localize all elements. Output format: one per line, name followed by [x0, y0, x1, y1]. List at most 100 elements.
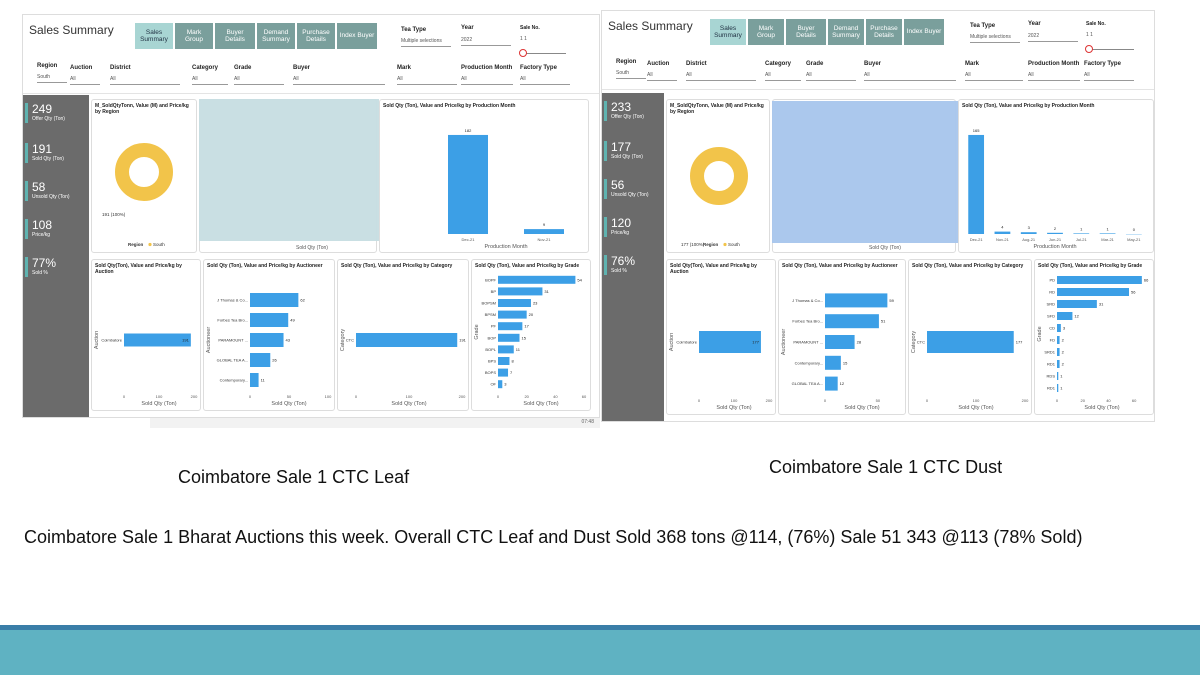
- bar-bopf-0: [498, 275, 576, 284]
- x-axis-label: Production Month: [484, 244, 527, 250]
- filter-factory-type[interactable]: Factory Type All: [1084, 61, 1134, 81]
- data-label-pd: 66: [1144, 278, 1149, 283]
- slider-handle[interactable]: [519, 49, 527, 57]
- category-label-srd1: SRD1: [1044, 350, 1055, 355]
- filter-district[interactable]: District All: [686, 61, 756, 81]
- tab-purchase-details[interactable]: Purchase Details: [866, 19, 902, 45]
- filter-production-month[interactable]: Production Month All: [1028, 61, 1080, 81]
- category-card[interactable]: Sold Qty (Ton), Value and Price/kg by Ca…: [908, 259, 1032, 415]
- y-axis-label: Auctioneer: [781, 329, 787, 355]
- data-label-rds: 1: [1060, 374, 1063, 379]
- sale-no-slider[interactable]: [520, 53, 566, 54]
- tab-sales-summary[interactable]: Sales Summary: [135, 23, 173, 49]
- filter-district[interactable]: District All: [110, 65, 180, 85]
- sale-no-slider[interactable]: [1088, 49, 1134, 50]
- filter-tea-type[interactable]: Tea Type Multiple selections: [401, 27, 451, 47]
- footer-band-dark: [0, 625, 1200, 630]
- bar-coimbatore-0: [699, 331, 761, 353]
- data-label-pf: 17: [524, 324, 529, 329]
- region-donut: 177 (100%) Region South: [681, 147, 748, 247]
- data-label-bopf: 54: [577, 277, 582, 282]
- auction-chart: Auction Coimbatore 191 0 100 200 Sold Qty (Ton…: [94, 331, 198, 407]
- bar-ctc-0: [927, 331, 1014, 353]
- filter-auction[interactable]: Auction All: [70, 65, 100, 85]
- category-label-jun-21: Jun-21: [1049, 237, 1062, 242]
- x-axis-label: Sold Qty (Ton): [271, 401, 306, 407]
- tick-label-200: 200: [191, 394, 198, 399]
- filter-buyer[interactable]: Buyer All: [864, 61, 956, 81]
- data-label-forbes-tea-bro: 49: [290, 318, 295, 323]
- filter-factory-type[interactable]: Factory Type All: [520, 65, 570, 85]
- filter-grade[interactable]: Grade All: [234, 65, 284, 85]
- tab-index-buyer[interactable]: Index Buyer: [337, 23, 377, 49]
- data-label-srd: 31: [1099, 302, 1104, 307]
- grade-card[interactable]: Sold Qty (Ton), Value and Price/kg by Gr…: [471, 259, 591, 411]
- auctioneer-card[interactable]: Sold Qty (Ton), Value and Price/kg by Au…: [778, 259, 906, 415]
- data-label-coimbatore: 177: [752, 340, 759, 345]
- slider-handle[interactable]: [1085, 45, 1093, 53]
- data-label-ctc: 191: [459, 338, 466, 343]
- taskbar: 07:48: [150, 418, 600, 428]
- data-label-paramount: 28: [857, 340, 862, 345]
- region-donut-card[interactable]: M_SoldQtyTonn, Value (M) and Price/kg by…: [91, 99, 197, 253]
- divider: [602, 89, 1154, 90]
- filter-mark[interactable]: Mark All: [965, 61, 1023, 81]
- tab-index-buyer[interactable]: Index Buyer: [904, 19, 944, 45]
- filter-tea-type[interactable]: Tea Type Multiple selections: [970, 23, 1020, 43]
- tick-label-100: 100: [406, 394, 413, 399]
- region-donut-card[interactable]: M_SoldQtyTonn, Value (M) and Price/kg by…: [666, 99, 770, 253]
- filter-category[interactable]: Category All: [765, 61, 801, 81]
- bar-dec-21: [448, 134, 488, 234]
- tab-mark-group[interactable]: Mark Group: [748, 19, 784, 45]
- tick-label-100: 100: [731, 398, 738, 403]
- filter-region[interactable]: Region South: [37, 63, 67, 83]
- y-axis-label: Auctioneer: [206, 327, 212, 353]
- tab-mark-group[interactable]: Mark Group: [175, 23, 213, 49]
- data-label-mar-21: 1: [1106, 226, 1109, 231]
- bar-nov-21: [524, 229, 564, 234]
- production-month-card[interactable]: Sold Qty (Ton), Value and Price/kg by Pr…: [379, 99, 589, 253]
- bar-j-thomas-co-0: [250, 293, 299, 307]
- category-label-aug-21: Aug-21: [1022, 237, 1036, 242]
- auction-card[interactable]: Sold Qty(Ton), Value and Price/kg by Auc…: [666, 259, 776, 415]
- filter-year[interactable]: Year 2022: [1028, 21, 1078, 42]
- data-label-dec-21: 182: [465, 128, 472, 133]
- category-label-bopf: BOPF: [485, 277, 496, 282]
- grade-card[interactable]: Sold Qty (Ton), Value and Price/kg by Gr…: [1034, 259, 1154, 415]
- filter-region[interactable]: Region South: [616, 59, 646, 79]
- category-label-global-tea-a: GLOBAL TEA A...: [792, 381, 823, 386]
- auction-card[interactable]: Sold Qty(Ton), Value and Price/kg by Auc…: [91, 259, 201, 411]
- donut-label: 191 (100%): [102, 212, 126, 217]
- auctioneer-card[interactable]: Sold Qty (Ton), Value and Price/kg by Au…: [203, 259, 335, 411]
- tick-label-0: 0: [926, 398, 929, 403]
- filter-year[interactable]: Year 2022: [461, 25, 511, 46]
- donut-slice-south: [115, 143, 173, 201]
- filter-mark[interactable]: Mark All: [397, 65, 457, 85]
- production-month-card[interactable]: Sold Qty (Ton), Value and Price/kg by Pr…: [958, 99, 1154, 253]
- tab-sales-summary[interactable]: Sales Summary: [710, 19, 746, 45]
- x-axis-label: Sold Qty (Ton): [141, 401, 176, 407]
- data-label-rd1: 1: [1060, 386, 1063, 391]
- tab-buyer-details[interactable]: Buyer Details: [786, 19, 826, 45]
- blurred-overlay: [199, 99, 379, 241]
- category-label-srd: SRD: [1047, 302, 1056, 307]
- filter-grade[interactable]: Grade All: [806, 61, 856, 81]
- bar-bpsm-3: [498, 310, 527, 319]
- tab-demand-summary[interactable]: Demand Summary: [828, 19, 864, 45]
- bar-bopsm-2: [498, 299, 531, 307]
- tab-demand-summary[interactable]: Demand Summary: [257, 23, 295, 49]
- divider: [23, 93, 599, 94]
- data-label-nov-21: 4: [1001, 225, 1004, 230]
- bar-forbes-tea-bro-1: [825, 314, 879, 329]
- filter-sale-no[interactable]: Sale No. 1 1: [520, 25, 540, 42]
- filter-auction[interactable]: Auction All: [647, 61, 677, 81]
- tab-purchase-details[interactable]: Purchase Details: [297, 23, 335, 49]
- category-card[interactable]: Sold Qty (Ton), Value and Price/kg by Ca…: [337, 259, 469, 411]
- bar-nov-21: [994, 231, 1011, 234]
- tab-buyer-details[interactable]: Buyer Details: [215, 23, 255, 49]
- filter-buyer[interactable]: Buyer All: [293, 65, 385, 85]
- filter-category[interactable]: Category All: [192, 65, 228, 85]
- filter-production-month[interactable]: Production Month All: [461, 65, 513, 85]
- tick-label-100: 100: [973, 398, 980, 403]
- filter-sale-no[interactable]: Sale No. 1 1: [1086, 21, 1106, 38]
